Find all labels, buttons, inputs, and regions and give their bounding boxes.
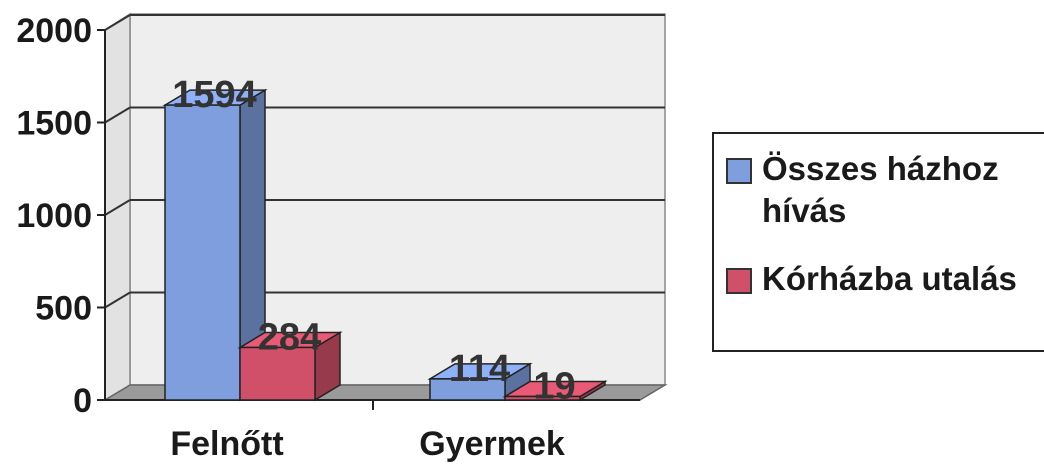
x-category-label: Gyermek: [419, 425, 565, 463]
gridline-side: [104, 14, 131, 31]
y-tick-label: 0: [73, 382, 92, 420]
bar-front: [504, 395, 581, 401]
gridline-side: [104, 291, 131, 309]
gridline-side: [104, 199, 131, 216]
legend-label-osszes: Összes házhoz hívás: [762, 150, 999, 229]
legend: Összes házhoz hívás Kórházba utalás: [712, 132, 1044, 352]
bar-1-1: [502, 380, 608, 402]
y-tick-label: 2000: [16, 12, 92, 50]
legend-item-korhaz: Kórházba utalás: [726, 258, 1044, 300]
y-tick-label: 500: [35, 290, 92, 328]
legend-label-korhaz: Kórházba utalás: [762, 260, 1017, 297]
legend-swatch-red: [726, 268, 752, 294]
x-axis: Felnőtt Gyermek: [170, 400, 565, 463]
data-label: 19: [533, 365, 575, 407]
data-label: 1594: [172, 74, 257, 116]
data-labels: 1594 284 114 19: [172, 74, 575, 407]
bar-front: [164, 104, 241, 401]
y-axis: 0 500 1000 1500 2000: [16, 12, 105, 420]
legend-swatch-blue: [726, 158, 752, 184]
bars: [162, 88, 608, 402]
bar-front: [239, 346, 316, 401]
x-category-label: Felnőtt: [170, 425, 283, 463]
gridline-side: [104, 106, 131, 124]
legend-item-osszes: Összes házhoz hívás: [726, 148, 1044, 232]
bar-0-0: [162, 88, 268, 402]
data-label: 114: [449, 348, 510, 390]
bar-1-0: [427, 362, 533, 402]
bar-0-1: [237, 331, 343, 402]
bar-front: [429, 378, 506, 401]
y-tick-label: 1500: [16, 105, 92, 143]
y-tick-label: 1000: [16, 197, 92, 235]
data-label: 284: [258, 316, 321, 358]
